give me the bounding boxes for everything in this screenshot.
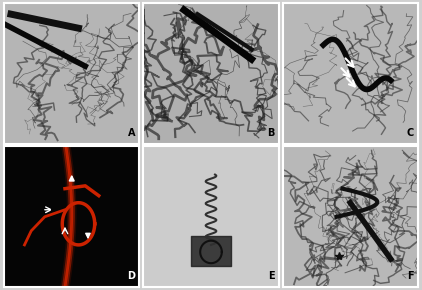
Text: F: F [407,271,414,282]
Text: B: B [267,128,274,138]
Text: D: D [127,271,135,282]
Text: A: A [128,128,135,138]
Text: E: E [268,271,274,282]
Text: C: C [406,128,414,138]
